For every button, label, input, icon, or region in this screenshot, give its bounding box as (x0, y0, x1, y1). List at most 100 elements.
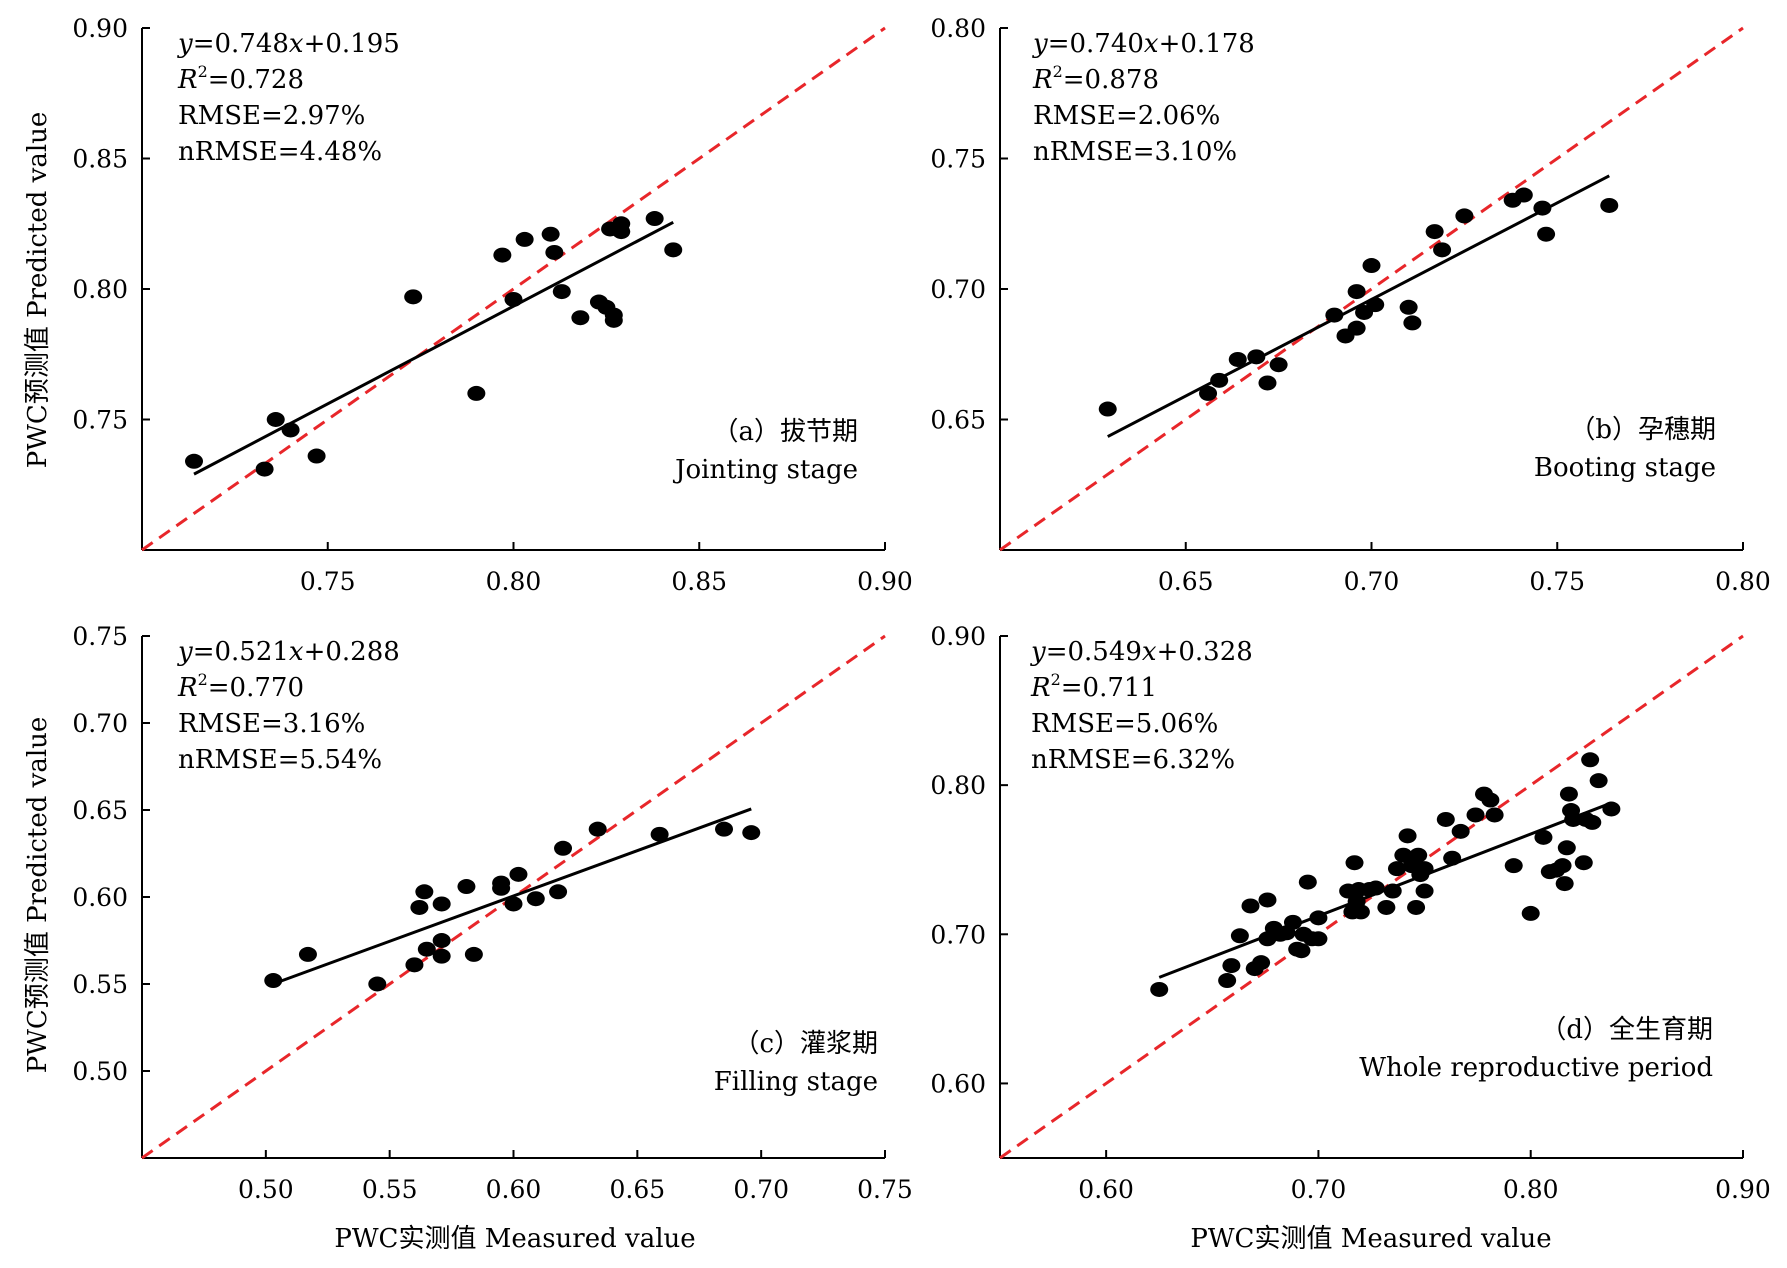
y-axis-title-top: PWC预测值 Predicted value (23, 112, 53, 469)
fit-line (193, 220, 674, 476)
data-point (1399, 299, 1418, 315)
data-point (1533, 200, 1552, 216)
panel-c: 0.50 0.55 0.60 0.65 0.70 0.75 0.50 0.55 0.60 0.65… (72, 622, 913, 1204)
data-point (1514, 187, 1533, 203)
stage-label-en: Booting stage (1534, 453, 1716, 483)
y-tick-label: 0.75 (72, 406, 128, 435)
data-point (1521, 905, 1540, 921)
data-point (1443, 850, 1462, 866)
data-point (1241, 898, 1260, 914)
r-squared-label: R (1030, 673, 1051, 703)
r-squared-value: =0.878 (1063, 65, 1159, 95)
equation-x: x (1142, 637, 1157, 667)
data-point (1537, 226, 1556, 242)
data-point (1210, 372, 1229, 388)
r-squared: R2=0.728 (177, 62, 304, 95)
data-point (1387, 861, 1406, 877)
data-point (1222, 958, 1241, 974)
nrmse: nRMSE=6.32% (1031, 745, 1235, 775)
equation-x: x (1144, 29, 1159, 59)
y-tick-label: 0.80 (930, 14, 986, 43)
x-tick-label: 0.70 (1291, 1175, 1347, 1204)
data-point (1292, 943, 1311, 959)
x-tick-label: 0.65 (1158, 567, 1214, 596)
stage-label-cn: （c）灌浆期 (733, 1029, 878, 1059)
regression-equation: y=0.521x+0.288 (177, 637, 400, 667)
data-point (1415, 883, 1434, 899)
y-tick-label: 0.90 (930, 622, 986, 651)
data-point (549, 884, 568, 900)
data-point (1383, 883, 1402, 899)
rmse: RMSE=2.06% (1033, 101, 1220, 131)
data-point (1455, 208, 1474, 224)
y-tick-label: 0.60 (72, 883, 128, 912)
x-tick-label: 0.60 (1078, 1175, 1134, 1204)
equation-slope: =0.549 (1046, 637, 1142, 667)
data-point (545, 244, 564, 260)
data-point (1230, 928, 1249, 944)
x-tick-label: 0.80 (486, 567, 542, 596)
data-point (1407, 899, 1426, 915)
equation-slope: =0.740 (1048, 29, 1144, 59)
equation-slope: =0.521 (193, 637, 289, 667)
y-tick-label: 0.75 (72, 622, 128, 651)
equation-slope: =0.748 (193, 29, 289, 59)
data-point (1534, 829, 1553, 845)
data-point (281, 422, 300, 438)
data-point (432, 896, 451, 912)
nrmse: nRMSE=5.54% (178, 745, 382, 775)
data-point (1366, 297, 1385, 313)
rmse: RMSE=2.97% (178, 101, 365, 131)
data-point (1345, 855, 1364, 871)
data-point (467, 385, 486, 401)
x-tick-label: 0.75 (1529, 567, 1585, 596)
regression-equation: y=0.549x+0.328 (1030, 637, 1253, 667)
r-squared-sup: 2 (198, 62, 208, 81)
data-point (1309, 931, 1328, 947)
r-squared-value: =0.711 (1061, 673, 1157, 703)
data-point (255, 461, 274, 477)
data-point (368, 976, 387, 992)
nrmse: nRMSE=4.48% (178, 137, 382, 167)
x-tick-label: 0.90 (1715, 1175, 1771, 1204)
r-squared: R2=0.878 (1032, 62, 1159, 95)
r-squared-label: R (1032, 65, 1053, 95)
x-tick-label: 0.80 (1715, 567, 1771, 596)
r-squared-sup: 2 (1051, 670, 1061, 689)
y-tick-label: 0.70 (930, 920, 986, 949)
r-squared-value: =0.770 (208, 673, 304, 703)
data-point (464, 946, 483, 962)
r-squared: R2=0.770 (177, 670, 304, 703)
data-point (432, 948, 451, 964)
x-tick-label: 0.70 (733, 1175, 789, 1204)
x-tick-label: 0.50 (238, 1175, 294, 1204)
reference-line-1-1 (999, 26, 1744, 552)
data-point (405, 957, 424, 973)
data-point (1269, 357, 1288, 373)
x-tick-label: 0.80 (1503, 1175, 1559, 1204)
data-point (1481, 792, 1500, 808)
panel-b: 0.65 0.70 0.75 0.80 0.65 0.70 0.75 0.80 y=0.740x… (930, 14, 1771, 596)
x-tick-label: 0.65 (609, 1175, 665, 1204)
data-point (1247, 349, 1266, 365)
rmse: RMSE=5.06% (1031, 709, 1218, 739)
data-point (1583, 814, 1602, 830)
stage-label-en: Whole reproductive period (1359, 1053, 1713, 1083)
data-point (588, 821, 607, 837)
data-point (1433, 242, 1452, 258)
data-point (1258, 375, 1277, 391)
data-point (1602, 801, 1621, 817)
data-point (715, 821, 734, 837)
r-squared-sup: 2 (198, 670, 208, 689)
x-axis-title-left: PWC实测值 Measured value (334, 1224, 695, 1254)
data-point (1553, 858, 1572, 874)
r-squared-label: R (177, 673, 198, 703)
nrmse: nRMSE=3.10% (1033, 137, 1237, 167)
data-point (515, 231, 534, 247)
data-point (552, 284, 571, 300)
data-point (1557, 840, 1576, 856)
data-point (1436, 811, 1455, 827)
y-tick-label: 0.80 (72, 275, 128, 304)
data-point (1403, 315, 1422, 331)
data-point (264, 973, 283, 989)
